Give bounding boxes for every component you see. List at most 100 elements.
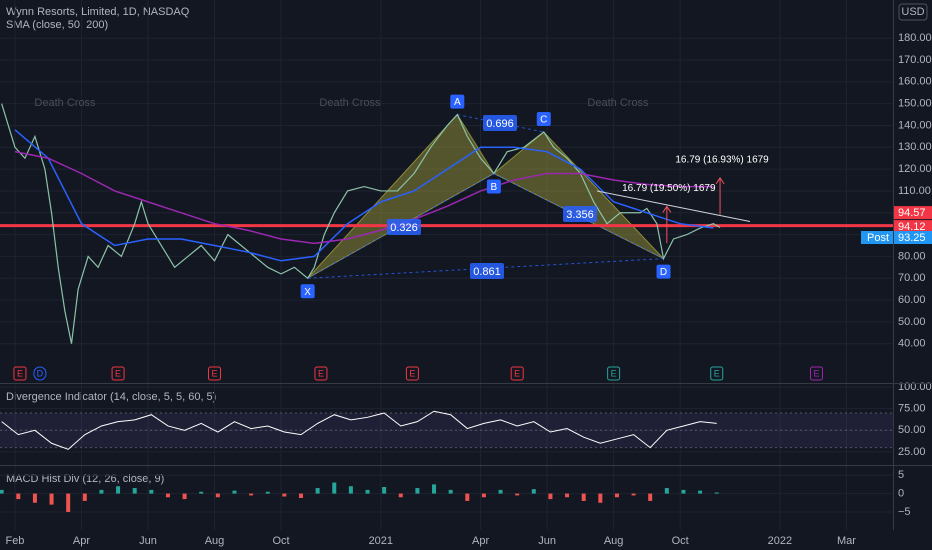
y-tick-label: 80.00 [898, 250, 926, 262]
measure-label: 16.79 (16.93%) 1679 [675, 155, 769, 166]
ratio-label: 0.696 [486, 118, 514, 130]
histogram-bar [249, 493, 254, 496]
y-tick-label: 25.00 [898, 446, 926, 458]
x-tick-label: Mar [837, 535, 856, 547]
price-tag-box [861, 231, 893, 245]
event-label: E [17, 368, 23, 378]
y-tick-label: 170.00 [898, 54, 932, 66]
pattern-point-box [450, 94, 465, 109]
histogram-bar [531, 489, 536, 494]
pattern-point-label: X [304, 287, 311, 298]
histogram-bar [315, 488, 320, 494]
y-tick-label: 160.00 [898, 76, 932, 88]
x-tick-label: Oct [272, 535, 289, 547]
ratio-box [483, 115, 517, 131]
histogram-bar [481, 493, 486, 498]
ratio-box [387, 219, 421, 235]
event-label: E [611, 368, 617, 378]
x-tick-label: Jun [538, 535, 556, 547]
measure-arrowhead [662, 205, 672, 213]
y-tick-label: 110.00 [898, 185, 931, 197]
histogram-bar [348, 486, 353, 494]
event-label: E [714, 368, 720, 378]
chart-subtitle: SMA (close, 50, 200) [6, 19, 108, 31]
ratio-label: 0.326 [390, 222, 418, 234]
histogram-bar [664, 488, 669, 494]
ratio-label: 0.861 [473, 266, 501, 278]
histogram-bar [548, 493, 553, 500]
unit-label: USD [901, 6, 924, 18]
y-tick-label: 50.00 [898, 424, 926, 436]
histogram-bar [448, 489, 453, 494]
histogram-bar [282, 493, 287, 497]
y-tick-label: 60.00 [898, 294, 926, 306]
pattern-point-box [300, 284, 315, 299]
y-tick-label: 180.00 [898, 32, 932, 44]
histogram-bar [415, 488, 420, 494]
price-line [14, 150, 714, 245]
histogram-bar [32, 493, 37, 503]
event-marker [405, 366, 419, 381]
price-label: 94.12 [898, 221, 926, 233]
x-tick-label: Feb [5, 535, 24, 547]
x-tick-label: Oct [672, 535, 689, 547]
pattern-point-label: B [491, 182, 498, 193]
price-line [1, 103, 721, 344]
indicator-title: MACD Hist Div (12, 26, close, 9) [6, 473, 164, 485]
histogram-bar [432, 484, 437, 494]
histogram-bar [199, 491, 204, 494]
annotation: Death Cross [319, 97, 381, 109]
histogram-bar [465, 493, 470, 501]
x-tick-label: Jun [139, 535, 157, 547]
event-label: E [318, 368, 324, 378]
price-label: 94.57 [898, 207, 926, 219]
ratio-box [563, 206, 597, 222]
annotation: Death Cross [34, 97, 96, 109]
x-tick-label: Apr [472, 535, 489, 547]
event-marker [810, 366, 824, 381]
histogram-bar [581, 493, 586, 501]
measure-arrowhead [715, 176, 725, 185]
pattern-point-box [536, 112, 551, 127]
event-marker [111, 366, 125, 381]
x-tick-label: 2021 [369, 535, 393, 547]
x-tick-label: 2022 [768, 535, 792, 547]
event-label: E [514, 368, 520, 378]
event-marker [607, 366, 621, 381]
histogram-bar [398, 493, 403, 498]
histogram-bar [165, 493, 170, 498]
y-tick-label: 75.00 [898, 403, 926, 415]
indicator-title: Divergence Indicator (14, close, 5, 5, 6… [6, 391, 216, 403]
price-label-box [894, 206, 932, 220]
event-marker [208, 366, 222, 381]
histogram-bar [66, 493, 71, 512]
pattern-point-box [486, 179, 501, 194]
event-label: E [115, 368, 121, 378]
y-tick-label: 130.00 [898, 141, 932, 153]
price-tag: Post [867, 232, 889, 244]
histogram-bar [614, 493, 619, 498]
measure-label: 16.79 (19.50%) 1679 [622, 183, 716, 194]
ratio-label: 3.356 [566, 209, 594, 221]
histogram-bar [149, 489, 154, 494]
histogram-bar [698, 490, 703, 494]
price-line [14, 129, 714, 262]
histogram-bar [116, 486, 121, 494]
indicator-line [1, 410, 717, 450]
histogram-bar [49, 493, 54, 505]
y-tick-label: 100.00 [898, 381, 932, 393]
y-tick-label: 0 [898, 487, 904, 499]
annotation: Death Cross [587, 97, 649, 109]
x-tick-label: Aug [604, 535, 624, 547]
histogram-bar [298, 493, 303, 498]
y-tick-label: 140.00 [898, 119, 932, 131]
histogram-bar [598, 493, 603, 503]
histogram-bar [0, 489, 4, 494]
trend-line [596, 190, 751, 222]
event-marker [510, 366, 524, 381]
histogram-bar [631, 493, 636, 496]
histogram-bar [132, 488, 137, 494]
price-label: 93.25 [898, 232, 926, 244]
histogram-bar [332, 482, 337, 494]
event-label: E [212, 368, 218, 378]
